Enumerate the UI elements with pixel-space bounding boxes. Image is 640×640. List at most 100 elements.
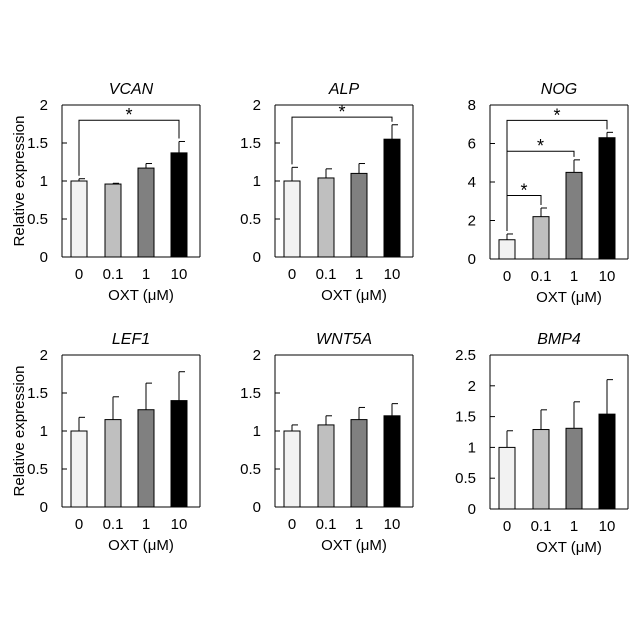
y-tick-label: 1 (253, 173, 261, 190)
significance-bracket (292, 117, 392, 164)
y-tick-label: 0.5 (455, 470, 476, 487)
x-tick-label: 0.1 (103, 266, 124, 283)
y-tick-label: 0 (253, 499, 261, 516)
x-tick-label: 10 (599, 518, 616, 535)
chart-title: VCAN (109, 81, 154, 98)
significance-star: * (537, 136, 544, 156)
y-tick-label: 2 (40, 97, 48, 114)
x-axis-title: OXT (μM) (536, 539, 602, 556)
x-tick-label: 0.1 (531, 268, 552, 285)
x-axis-title: OXT (μM) (536, 289, 602, 306)
bar-alp-1 (318, 178, 334, 257)
x-tick-label: 0 (288, 266, 296, 283)
x-tick-label: 0 (503, 268, 511, 285)
x-tick-label: 1 (355, 266, 363, 283)
chart-panel-lef1: 00.511.5200.1110LEF1OXT (μM)Relative exp… (11, 331, 200, 554)
x-tick-label: 1 (142, 266, 150, 283)
bar-nog-1 (533, 217, 549, 259)
bar-wnt5a-0 (284, 431, 300, 507)
x-tick-label: 10 (384, 266, 401, 283)
x-tick-label: 1 (355, 516, 363, 533)
x-tick-label: 10 (599, 268, 616, 285)
bar-alp-0 (284, 181, 300, 257)
chart-title: NOG (541, 81, 577, 98)
x-axis-title: OXT (μM) (321, 287, 387, 304)
bar-nog-2 (566, 172, 582, 259)
y-axis-title: Relative expression (11, 116, 28, 247)
bar-alp-2 (351, 173, 367, 257)
bar-nog-3 (599, 138, 615, 259)
x-tick-label: 0 (75, 516, 83, 533)
y-tick-label: 2 (468, 378, 476, 395)
chart-title: ALP (328, 81, 360, 98)
x-tick-label: 0.1 (316, 266, 337, 283)
chart-title: BMP4 (537, 331, 581, 348)
bar-vcan-3 (171, 153, 187, 257)
y-tick-label: 2 (253, 97, 261, 114)
bar-bmp4-2 (566, 428, 582, 509)
x-tick-label: 0.1 (531, 518, 552, 535)
y-tick-label: 0.5 (27, 211, 48, 228)
y-tick-label: 1.5 (27, 135, 48, 152)
bar-bmp4-0 (499, 447, 515, 509)
bar-vcan-2 (138, 168, 154, 257)
y-tick-label: 1 (40, 423, 48, 440)
bar-nog-0 (499, 240, 515, 259)
y-tick-label: 0 (253, 249, 261, 266)
x-tick-label: 0.1 (316, 516, 337, 533)
chart-title: LEF1 (112, 331, 150, 348)
bar-wnt5a-1 (318, 425, 334, 507)
y-tick-label: 0.5 (240, 211, 261, 228)
bar-alp-3 (384, 139, 400, 257)
x-tick-label: 10 (171, 516, 188, 533)
chart-panel-wnt5a: 00.511.5200.1110WNT5AOXT (μM) (240, 331, 413, 554)
y-tick-label: 0 (468, 501, 476, 518)
y-tick-label: 1 (253, 423, 261, 440)
y-tick-label: 1 (468, 439, 476, 456)
y-tick-label: 1.5 (240, 135, 261, 152)
bar-wnt5a-2 (351, 420, 367, 507)
bar-lef1-3 (171, 401, 187, 507)
significance-bracket (79, 120, 179, 176)
x-tick-label: 10 (384, 516, 401, 533)
y-axis-title: Relative expression (11, 366, 28, 497)
bar-lef1-0 (71, 431, 87, 507)
significance-star: * (520, 180, 527, 200)
y-tick-label: 1.5 (240, 385, 261, 402)
chart-panel-bmp4: 0 0.5 1 1.5 2 2.5 0 0.1 1 10 BMP4 OXT (μM) (455, 331, 628, 556)
y-tick-label: 2 (40, 347, 48, 364)
chart-panel-nog: 0246800.1110***NOGOXT (μM) (468, 81, 628, 306)
x-tick-label: 0 (75, 266, 83, 283)
bar-bmp4-1 (533, 430, 549, 509)
bar-lef1-2 (138, 410, 154, 507)
y-tick-label: 0 (40, 499, 48, 516)
y-tick-label: 2 (468, 213, 476, 230)
x-tick-label: 1 (142, 516, 150, 533)
y-tick-label: 0.5 (27, 461, 48, 478)
y-tick-label: 1.5 (455, 409, 476, 426)
significance-star: * (125, 105, 132, 125)
y-tick-label: 1.5 (27, 385, 48, 402)
y-tick-label: 2.5 (455, 347, 476, 364)
x-tick-label: 10 (171, 266, 188, 283)
x-tick-label: 0 (288, 516, 296, 533)
bar-vcan-1 (105, 184, 121, 257)
significance-star: * (553, 105, 560, 125)
bar-bmp4-3 (599, 414, 615, 509)
x-axis-title: OXT (μM) (108, 287, 174, 304)
x-tick-label: 1 (570, 518, 578, 535)
x-tick-label: 0 (503, 518, 511, 535)
bar-vcan-0 (71, 181, 87, 257)
x-tick-label: 0.1 (103, 516, 124, 533)
y-tick-label: 1 (40, 173, 48, 190)
y-tick-label: 0 (468, 251, 476, 268)
y-tick-label: 2 (253, 347, 261, 364)
y-tick-label: 4 (468, 174, 476, 191)
x-axis-title: OXT (μM) (321, 537, 387, 554)
bar-lef1-1 (105, 420, 121, 507)
chart-panel-vcan: 00.511.5200.1110*VCANOXT (μM)Relative ex… (11, 81, 200, 304)
significance-star: * (338, 102, 345, 122)
bar-wnt5a-3 (384, 416, 400, 507)
y-tick-label: 0.5 (240, 461, 261, 478)
